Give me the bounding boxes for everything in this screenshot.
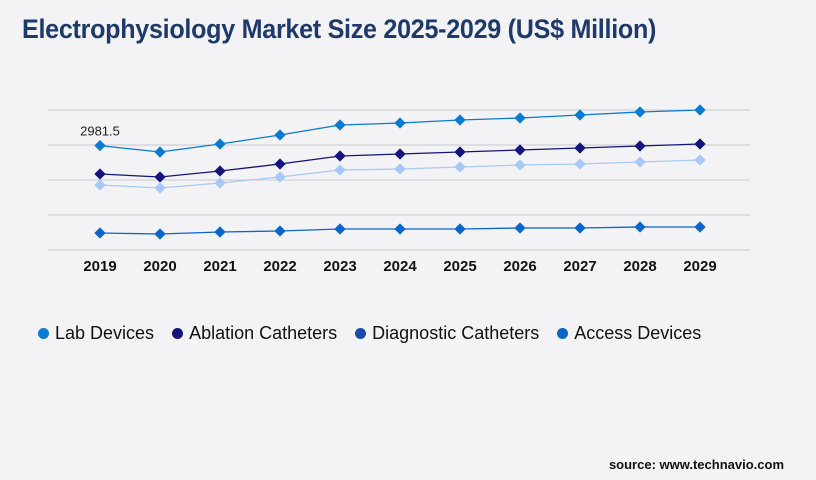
line-chart: 2019 2020 2021 2022 2023 2024 2025 2026 2027 2028… <box>48 104 750 275</box>
legend-label: Diagnostic Catheters <box>372 323 540 343</box>
data-point <box>394 223 406 235</box>
data-point <box>634 221 646 233</box>
data-point <box>514 159 526 171</box>
data-point <box>694 221 706 233</box>
legend-marker-icon <box>355 328 367 339</box>
data-point <box>514 112 526 124</box>
x-tick-label: 2026 <box>503 258 536 275</box>
data-point <box>94 168 106 180</box>
data-point <box>574 109 586 121</box>
data-point <box>214 177 226 189</box>
chart-title: Electrophysiology Market Size 2025-2029 … <box>22 14 657 44</box>
data-point <box>334 164 346 176</box>
legend-marker-icon <box>557 328 569 339</box>
data-point <box>214 226 226 238</box>
data-point <box>94 227 106 239</box>
x-tick-label: 2024 <box>383 258 417 275</box>
data-point <box>634 140 646 152</box>
data-point <box>154 228 166 240</box>
data-point <box>274 158 286 170</box>
data-point <box>514 144 526 156</box>
data-point <box>574 142 586 154</box>
data-point <box>334 119 346 131</box>
data-point <box>694 138 706 150</box>
data-point <box>694 154 706 166</box>
data-point <box>454 146 466 158</box>
x-tick-label: 2020 <box>143 258 176 275</box>
data-point <box>274 225 286 237</box>
legend-item: Access Devices <box>557 323 701 344</box>
series-line <box>99 109 701 153</box>
x-tick-label: 2023 <box>323 258 356 275</box>
legend-item: Diagnostic Catheters <box>355 323 539 344</box>
legend-item: Lab Devices <box>38 323 154 344</box>
data-point <box>454 223 466 235</box>
data-point <box>574 158 586 170</box>
data-point <box>94 139 106 152</box>
data-point <box>334 223 346 235</box>
x-tick-label: 2021 <box>203 258 236 275</box>
legend: Lab Devices Ablation Catheters Diagnostic … <box>38 323 701 344</box>
data-point <box>154 146 166 158</box>
data-point <box>274 129 286 141</box>
legend-label: Lab Devices <box>55 323 155 343</box>
legend-label: Ablation Catheters <box>189 323 338 343</box>
data-point <box>574 222 586 234</box>
data-point <box>334 150 346 162</box>
data-point <box>634 106 646 118</box>
data-point <box>394 163 406 175</box>
data-point <box>94 179 106 191</box>
data-point <box>454 161 466 173</box>
x-tick-label: 2029 <box>683 258 716 275</box>
data-point <box>394 117 406 129</box>
x-tick-label: 2025 <box>443 258 476 275</box>
data-point <box>514 222 526 234</box>
x-tick-label: 2027 <box>563 258 596 275</box>
data-point <box>154 171 166 183</box>
data-point <box>274 171 286 183</box>
x-tick-label: 2028 <box>623 258 656 275</box>
x-tick-label: 2019 <box>83 258 116 275</box>
legend-label: Access Devices <box>574 323 702 343</box>
legend-marker-icon <box>172 328 184 339</box>
x-tick-label: 2022 <box>263 258 296 275</box>
data-point <box>214 138 226 150</box>
data-point <box>454 114 466 126</box>
data-point <box>394 148 406 160</box>
legend-marker-icon <box>38 328 49 339</box>
source-label: source: www.technavio.com <box>608 457 784 472</box>
data-point <box>694 104 706 116</box>
data-label: 2981.5 <box>80 124 120 139</box>
data-point <box>214 165 226 177</box>
data-point <box>634 156 646 168</box>
legend-item: Ablation Catheters <box>172 323 337 344</box>
data-point <box>154 182 166 194</box>
